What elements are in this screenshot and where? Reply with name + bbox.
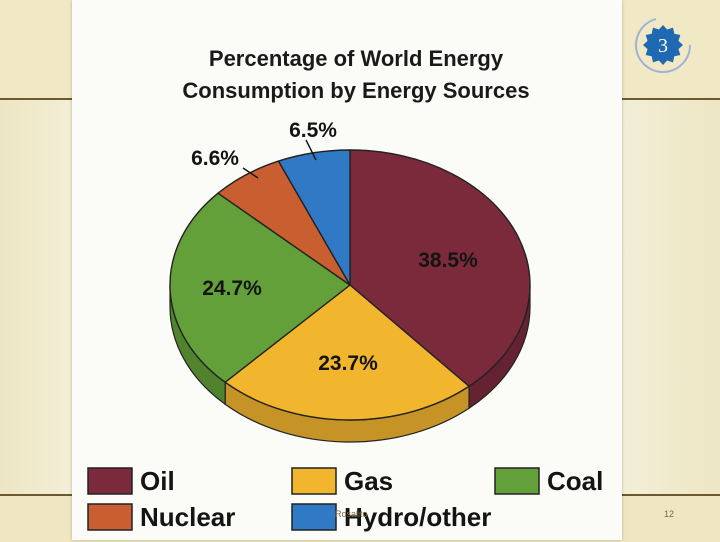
data-label-coal: 24.7% [202, 277, 262, 300]
pointer-hydro-other [305, 139, 317, 161]
footer-author: Rosalito [335, 509, 368, 519]
legend-swatch-nuclear [87, 503, 133, 531]
legend-swatch-gas [291, 467, 337, 495]
slide-number-badge: 3 [635, 17, 691, 73]
legend-label-oil: Oil [140, 466, 175, 496]
pie-slice-hydro-other [277, 149, 351, 286]
badge-number: 3 [658, 35, 668, 57]
pie-slice-oil [349, 149, 531, 387]
pie-label-pointers [242, 139, 317, 179]
chart-title: Percentage of World Energy Consumption b… [182, 46, 529, 103]
chart-legend: Oil Gas Coal Nuclear Hydro/other [87, 466, 603, 532]
legend-label-nuclear: Nuclear [140, 502, 235, 532]
pointer-nuclear [242, 167, 259, 179]
data-label-nuclear: 6.6% [191, 147, 239, 170]
data-label-gas: 23.7% [318, 352, 378, 375]
chart-title-line-1: Percentage of World Energy [209, 46, 504, 71]
chart-title-line-2: Consumption by Energy Sources [182, 78, 529, 103]
legend-swatch-coal [494, 467, 540, 495]
data-label-hydro-other: 6.5% [289, 119, 337, 142]
pie-top-layer [169, 149, 531, 421]
pie-slice-coal [169, 192, 351, 383]
badge-ring-icon [635, 17, 691, 73]
legend-swatch-hydro-other [291, 503, 337, 531]
legend-label-hydro-other: Hydro/other [344, 502, 491, 532]
legend-label-coal: Coal [547, 466, 603, 496]
legend-label-gas: Gas [344, 466, 393, 496]
legend-swatch-oil [87, 467, 133, 495]
gear-icon [643, 25, 683, 65]
page-number: 12 [664, 509, 675, 519]
data-label-oil: 38.5% [418, 249, 478, 272]
pie-slice-gas [224, 284, 470, 421]
pie-data-labels: 38.5% 23.7% 24.7% 6.6% 6.5% [191, 119, 478, 375]
